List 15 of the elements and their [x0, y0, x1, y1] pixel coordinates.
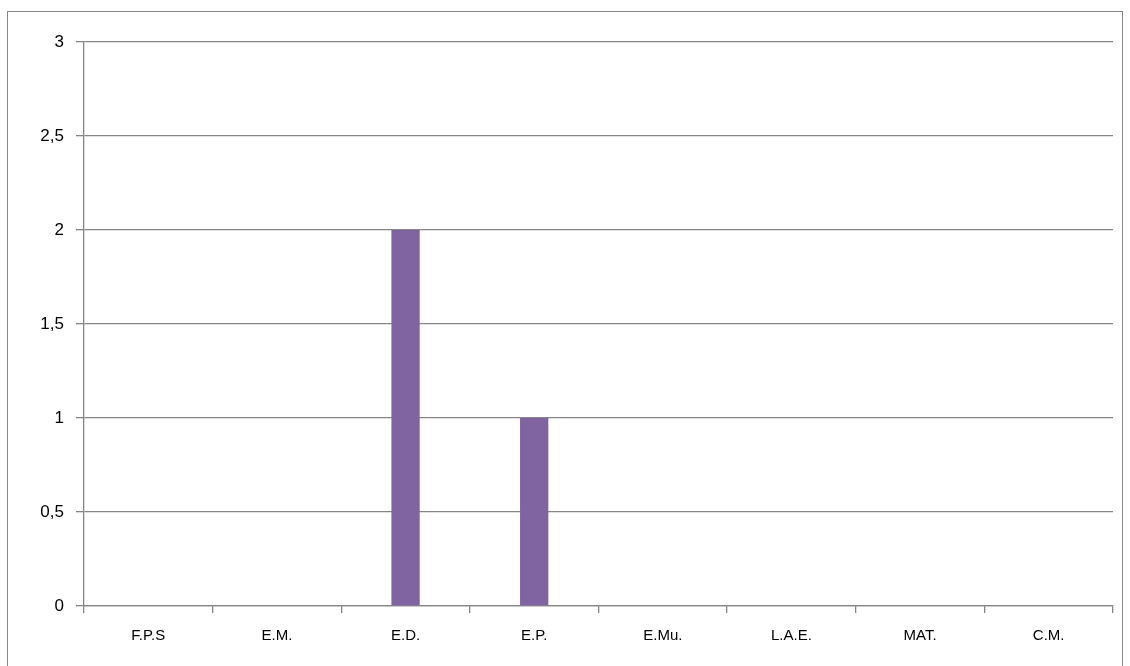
y-tick-label: 0,5 [40, 501, 64, 521]
x-tick-label: MAT. [903, 626, 937, 644]
y-tick-label: 1,5 [40, 313, 64, 333]
y-tick-label: 3 [54, 31, 64, 51]
x-tick-label: L.A.E. [771, 626, 812, 644]
y-tick-label: 2 [54, 219, 64, 239]
x-tick-label: C.M. [1032, 626, 1065, 644]
y-tick-label: 0 [54, 595, 64, 615]
x-tick-label: E.P. [520, 626, 548, 644]
x-tick-label: F.P.S [131, 626, 166, 644]
y-tick-label: 1 [54, 407, 64, 427]
y-tick-label: 2,5 [40, 125, 64, 145]
x-tick-label: E.M. [261, 626, 293, 644]
x-tick-label: E.D. [390, 626, 421, 644]
x-tick-label: E.Mu. [643, 626, 683, 644]
